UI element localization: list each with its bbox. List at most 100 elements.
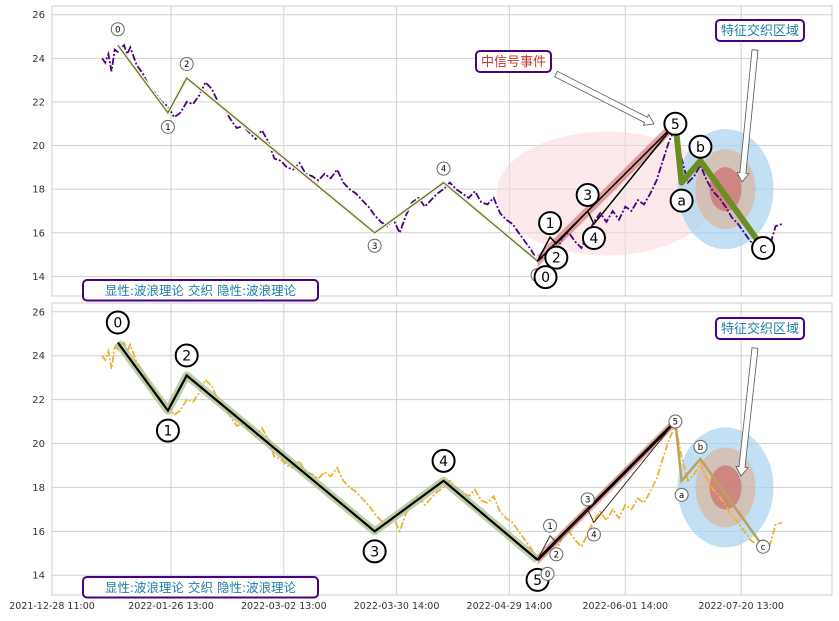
bottom-abc-label-circle-a (674, 487, 689, 502)
bottom-minor-label-4: 4 (591, 531, 596, 541)
y-tick-bottom-22: 22 (32, 395, 45, 406)
y-tick-top-24: 24 (32, 54, 45, 65)
bottom-minor-label-circle-0 (540, 566, 555, 581)
signal-event-arrow (554, 70, 655, 126)
bottom-minor-label-circle-4 (586, 527, 601, 542)
top-minor-label-circle-2 (544, 245, 569, 270)
top-abc-label-c: c (759, 241, 767, 257)
bottom-major-label-2: 2 (182, 348, 191, 364)
top-major-label-3: 3 (372, 242, 377, 252)
abc-wave-bottom (674, 421, 765, 548)
top-major-label-circle-1 (160, 119, 175, 134)
panel-caption-top: 显性:波浪理论 交织 隐性:波浪理论 (105, 283, 297, 298)
top-minor-label-1: 1 (546, 216, 555, 232)
top-minor-label-4: 4 (589, 231, 598, 247)
top-minor-label-circle-1 (538, 211, 563, 236)
major-wave-top (117, 44, 538, 262)
price-line-bottom (101, 340, 783, 562)
top-major-label-0: 0 (115, 25, 120, 35)
x-tick-2: 2022-03-02 13:00 (241, 601, 327, 612)
top-abc-label-b: b (696, 140, 705, 156)
feature-zone-label-top-box (715, 19, 805, 42)
top-abc-label-circle-a (669, 188, 694, 213)
y-tick-bottom-26: 26 (32, 307, 45, 318)
top-minor-label-0: 0 (541, 270, 550, 286)
bottom-abc-label-b: b (698, 443, 703, 453)
y-tick-bottom-24: 24 (32, 351, 45, 362)
y-tick-top-14: 14 (32, 272, 45, 283)
bottom-major-label-0: 0 (113, 316, 122, 332)
top-minor-label-5: 5 (671, 117, 680, 133)
y-tick-top-26: 26 (32, 10, 45, 21)
abc-wave-top (672, 123, 766, 250)
bottom-minor-label-3: 3 (585, 495, 590, 505)
bottom-abc-label-circle-c (756, 539, 771, 554)
bottom-major-label-circle-3 (362, 539, 387, 564)
top-major-label-circle-3 (367, 238, 382, 253)
top-abc-label-circle-c (751, 236, 776, 261)
signal-event-label: 中信号事件 (481, 55, 546, 70)
top-major-label-circle-4 (436, 161, 451, 176)
feature-zone-arrow-bottom-shape (735, 347, 759, 477)
top-minor-label-3: 3 (583, 188, 592, 204)
bottom-minor-label-circle-1 (543, 518, 558, 533)
bottom-major-label-circle-2 (174, 343, 199, 368)
bottom-minor-label-circle-5 (668, 414, 683, 429)
top-minor-label-circle-0 (533, 265, 558, 290)
bottom-major-label-3: 3 (370, 544, 379, 560)
bottom-abc-label-a: a (679, 491, 684, 501)
bottom-major-label-5: 5 (533, 573, 542, 589)
y-tick-top-20: 20 (32, 141, 45, 152)
feature-zone-arrow-bottom (735, 347, 759, 477)
top-minor-label-circle-3 (575, 182, 600, 207)
top-major-label-4: 4 (441, 165, 446, 175)
signal-event-arrow-shape (554, 70, 655, 126)
top-abc-label-a: a (677, 194, 686, 210)
bottom-major-label-circle-0 (105, 310, 130, 335)
x-tick-0: 2021-12-28 11:00 (9, 601, 95, 612)
x-tick-6: 2022-07-20 13:00 (698, 601, 784, 612)
y-tick-bottom-18: 18 (32, 483, 45, 494)
y-tick-top-22: 22 (32, 97, 45, 108)
bottom-minor-label-0: 0 (545, 570, 550, 580)
top-major-label-circle-2 (179, 56, 194, 71)
x-tick-1: 2022-01-26 13:00 (128, 601, 214, 612)
panel-caption-top-box (82, 279, 319, 302)
feature-zone-label-bottom-box (715, 317, 805, 340)
bottom-minor-label-1: 1 (547, 522, 552, 532)
bottom-minor-label-circle-3 (580, 492, 595, 507)
feature-zone-label-bottom: 特征交织区域 (721, 321, 799, 337)
y-tick-top-16: 16 (32, 228, 45, 239)
signal-event-label-box (475, 50, 552, 73)
panel-caption-bottom: 显性:波浪理论 交织 隐性:波浪理论 (105, 580, 297, 595)
y-tick-bottom-16: 16 (32, 527, 45, 538)
x-tick-3: 2022-03-30 14:00 (354, 601, 440, 612)
minor-wave-bottom (537, 421, 676, 561)
feature-zone-label-top: 特征交织区域 (721, 23, 799, 39)
bottom-major-label-1: 1 (163, 424, 172, 440)
feature-zone-inner-top (709, 167, 742, 212)
top-minor-label-2: 2 (552, 251, 561, 267)
bottom-minor-label-circle-2 (549, 547, 564, 562)
bottom-major-label-circle-4 (431, 448, 456, 473)
bottom-major-label-4: 4 (439, 454, 448, 470)
bottom-abc-label-circle-b (693, 439, 708, 454)
bottom-major-label-circle-1 (155, 418, 180, 443)
major-wave-bottom (116, 341, 539, 561)
price-line-top (101, 43, 783, 263)
bottom-minor-label-5: 5 (673, 418, 678, 428)
feature-zone-arrow-top-shape (736, 49, 759, 183)
feature-zone-inner-bottom (709, 465, 742, 510)
top-abc-label-circle-b (688, 134, 713, 159)
top-major-label-1: 1 (165, 123, 170, 133)
top-minor-label-circle-5 (663, 111, 688, 136)
minor-trend-bottom (536, 420, 677, 561)
bottom-minor-label-2: 2 (554, 550, 559, 560)
y-tick-bottom-14: 14 (32, 571, 45, 582)
panel-caption-bottom-box (82, 576, 319, 599)
y-tick-top-18: 18 (32, 185, 45, 196)
minor-trend-top (537, 123, 676, 262)
bottom-abc-label-c: c (761, 543, 766, 553)
